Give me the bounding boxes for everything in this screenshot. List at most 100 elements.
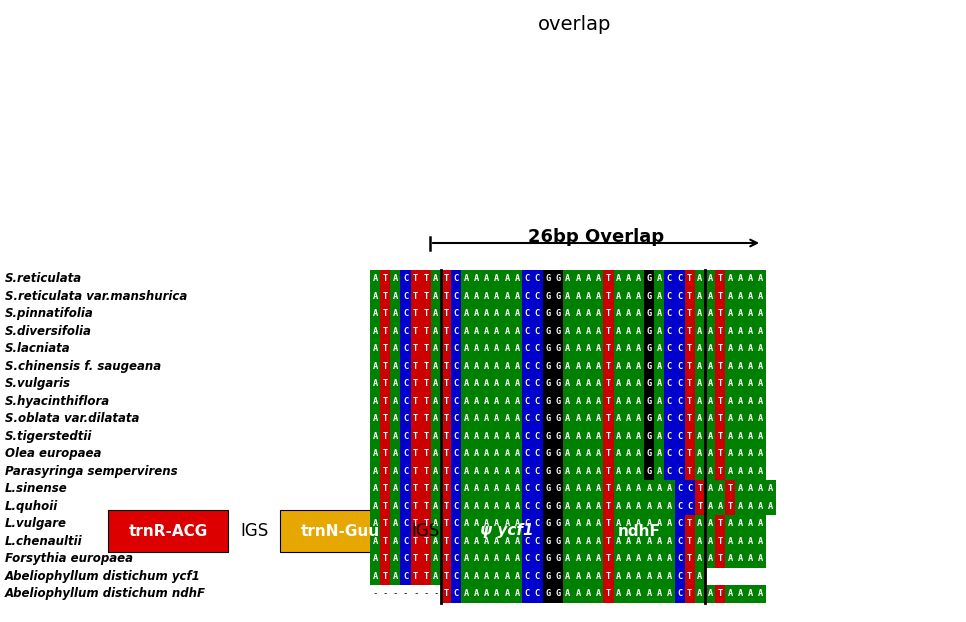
Text: A: A	[626, 292, 632, 301]
Text: T: T	[443, 519, 449, 528]
Text: A: A	[515, 379, 520, 388]
Text: C: C	[454, 519, 459, 528]
Bar	[543, 358, 553, 375]
Bar	[746, 340, 755, 358]
Bar	[604, 427, 613, 445]
Bar	[502, 270, 512, 287]
Text: T: T	[413, 397, 418, 406]
Text: A: A	[758, 502, 763, 511]
Text: C: C	[677, 344, 682, 353]
Text: T: T	[383, 379, 388, 388]
Text: A: A	[637, 414, 641, 423]
Text: C: C	[535, 397, 540, 406]
Bar	[421, 445, 431, 463]
Bar	[604, 270, 613, 287]
Bar	[431, 498, 441, 515]
Bar	[370, 392, 381, 410]
Bar	[593, 287, 604, 305]
Text: T: T	[697, 502, 702, 511]
Text: G: G	[555, 309, 560, 318]
Bar	[553, 287, 563, 305]
Bar	[593, 515, 604, 532]
Text: C: C	[454, 537, 459, 545]
Bar	[441, 270, 451, 287]
Bar	[715, 358, 725, 375]
Bar	[441, 550, 451, 567]
Text: A: A	[727, 414, 733, 423]
Text: T: T	[606, 397, 611, 406]
Text: A: A	[758, 274, 763, 283]
Text: A: A	[434, 502, 439, 511]
Bar	[471, 358, 482, 375]
Text: T: T	[606, 502, 611, 511]
Text: A: A	[596, 292, 601, 301]
Text: A: A	[484, 572, 490, 581]
Text: A: A	[434, 572, 439, 581]
Text: A: A	[657, 589, 662, 598]
Bar	[715, 585, 725, 603]
Bar	[665, 270, 674, 287]
Text: A: A	[697, 537, 702, 545]
Bar	[451, 550, 462, 567]
Text: T: T	[423, 379, 429, 388]
Bar	[482, 498, 492, 515]
Text: A: A	[707, 362, 713, 371]
Text: A: A	[626, 572, 632, 581]
Text: C: C	[403, 554, 409, 564]
Bar	[685, 550, 695, 567]
Bar	[431, 270, 441, 287]
Bar	[766, 532, 966, 550]
Text: A: A	[626, 397, 632, 406]
Text: T: T	[718, 554, 723, 564]
Bar	[390, 498, 401, 515]
Bar	[563, 340, 573, 358]
Text: A: A	[393, 466, 398, 476]
Text: A: A	[707, 432, 713, 441]
Text: C: C	[667, 292, 672, 301]
Bar	[553, 445, 563, 463]
Text: G: G	[545, 414, 551, 423]
Text: T: T	[718, 519, 723, 528]
Text: C: C	[677, 554, 682, 564]
Bar	[401, 550, 411, 567]
Text: C: C	[454, 309, 459, 318]
Text: A: A	[626, 589, 632, 598]
Bar	[370, 410, 381, 427]
Text: T: T	[443, 397, 449, 406]
Text: A: A	[738, 449, 743, 458]
Text: S.reticulata var.manshurica: S.reticulata var.manshurica	[5, 290, 187, 303]
Text: A: A	[667, 554, 672, 564]
Bar	[421, 410, 431, 427]
Bar	[725, 340, 735, 358]
Text: C: C	[535, 466, 540, 476]
Bar	[563, 410, 573, 427]
Text: T: T	[413, 449, 418, 458]
Text: -: -	[434, 589, 439, 598]
Text: T: T	[443, 379, 449, 388]
Text: A: A	[464, 502, 469, 511]
Bar	[746, 427, 755, 445]
Bar	[755, 480, 766, 498]
Text: trnN-Guu: trnN-Guu	[300, 524, 380, 539]
Bar	[654, 498, 665, 515]
Text: A: A	[585, 379, 591, 388]
Text: A: A	[657, 344, 662, 353]
Text: G: G	[646, 327, 652, 336]
Bar	[766, 515, 966, 532]
Bar	[624, 287, 634, 305]
Bar	[604, 515, 613, 532]
Bar	[462, 567, 471, 585]
Text: C: C	[525, 485, 530, 493]
Bar	[746, 322, 755, 340]
Bar	[644, 498, 654, 515]
Text: T: T	[423, 432, 429, 441]
Text: C: C	[535, 537, 540, 545]
Text: A: A	[707, 414, 713, 423]
Bar	[462, 287, 471, 305]
Bar	[411, 270, 421, 287]
Bar	[411, 427, 421, 445]
Bar	[685, 498, 695, 515]
Text: T: T	[413, 537, 418, 545]
Bar	[634, 270, 644, 287]
Text: A: A	[707, 449, 713, 458]
